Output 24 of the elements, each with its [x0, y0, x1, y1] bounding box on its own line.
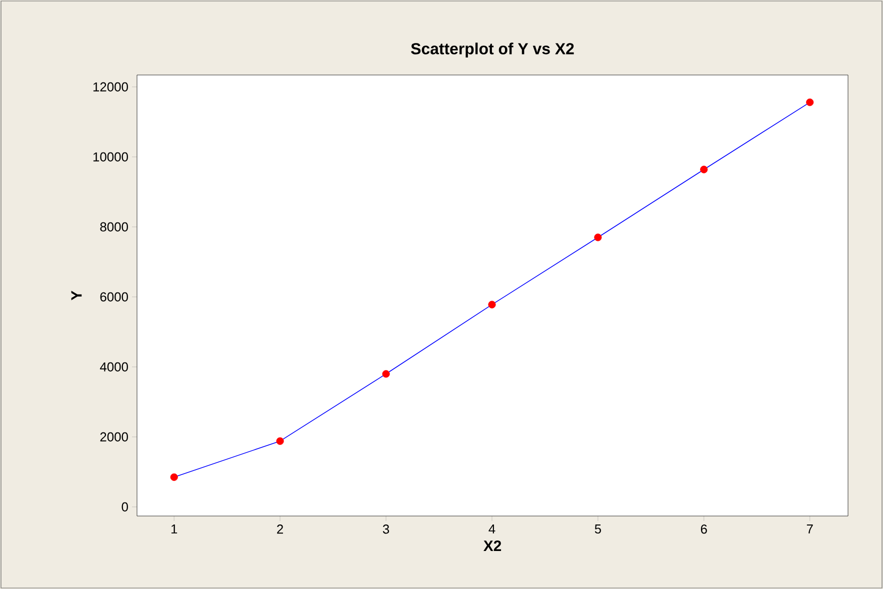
x-axis-title: X2	[483, 540, 502, 551]
x-tick-label: 4	[488, 524, 496, 534]
x-tick-label: 6	[700, 524, 707, 534]
x-tick-label: 1	[171, 524, 178, 534]
y-tick-label: 12000	[93, 82, 128, 92]
x-tick-label: 2	[277, 524, 283, 534]
y-tick-label: 6000	[100, 292, 128, 302]
point	[488, 300, 496, 308]
y-tick-label: 8000	[100, 222, 128, 232]
y-tick-label: 2000	[100, 432, 128, 442]
point	[806, 98, 814, 106]
x-tick-label: 5	[594, 524, 601, 534]
x-tick-label: 3	[382, 524, 390, 534]
point	[382, 370, 390, 378]
point	[170, 473, 178, 481]
y-tick-label: 4000	[100, 362, 128, 372]
y-tick-label: 10000	[93, 152, 128, 162]
y-tick-label: 0	[122, 502, 128, 512]
point	[594, 234, 602, 242]
point	[700, 166, 708, 174]
point	[276, 437, 284, 445]
chart-title: Scatterplot of Y vs X2	[411, 42, 574, 58]
x-tick-label: 7	[806, 524, 813, 534]
y-axis-title: Y	[71, 290, 82, 300]
